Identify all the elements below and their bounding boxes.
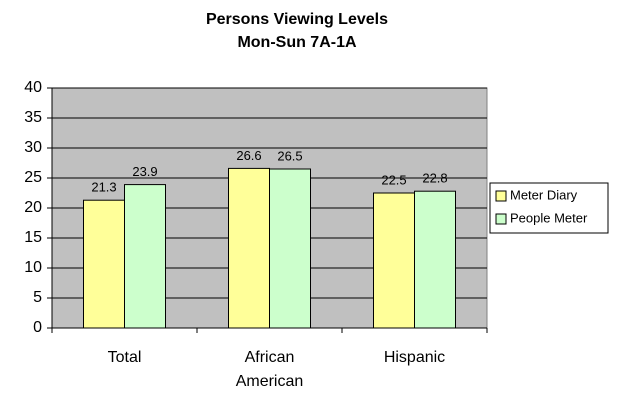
- y-tick-label: 35: [24, 109, 42, 126]
- bar: [228, 167, 270, 329]
- bar: [269, 168, 311, 329]
- bar: [373, 192, 415, 329]
- value-label: 22.8: [422, 171, 447, 186]
- legend-label: Meter Diary: [510, 187, 578, 202]
- legend: [489, 182, 609, 234]
- x-tick-label: African American: [236, 349, 304, 390]
- value-label: 22.5: [381, 172, 406, 187]
- y-tick-label: 25: [24, 169, 42, 186]
- legend-label: People Meter: [510, 210, 588, 225]
- bar: [414, 190, 456, 329]
- chart-title: Persons Viewing Levels: [206, 11, 388, 28]
- y-tick-label: 15: [24, 229, 42, 246]
- x-tick-label: Total: [108, 349, 142, 366]
- y-tick-label: 20: [24, 199, 42, 216]
- legend-swatch: [495, 190, 507, 202]
- value-label: 26.5: [277, 148, 302, 163]
- legend-swatch: [495, 213, 507, 225]
- bar: [124, 184, 166, 329]
- y-tick-label: 10: [24, 259, 42, 276]
- y-tick-label: 30: [24, 139, 42, 156]
- value-label: 23.9: [132, 164, 157, 179]
- x-tick-label: Hispanic: [384, 349, 445, 366]
- value-label: 26.6: [236, 148, 261, 163]
- chart-subtitle: Mon-Sun 7A-1A: [237, 34, 357, 51]
- y-tick-label: 40: [24, 79, 42, 96]
- bar: [83, 199, 125, 329]
- y-tick-label: 0: [33, 319, 42, 336]
- y-tick-label: 5: [33, 289, 42, 306]
- value-label: 21.3: [91, 180, 116, 195]
